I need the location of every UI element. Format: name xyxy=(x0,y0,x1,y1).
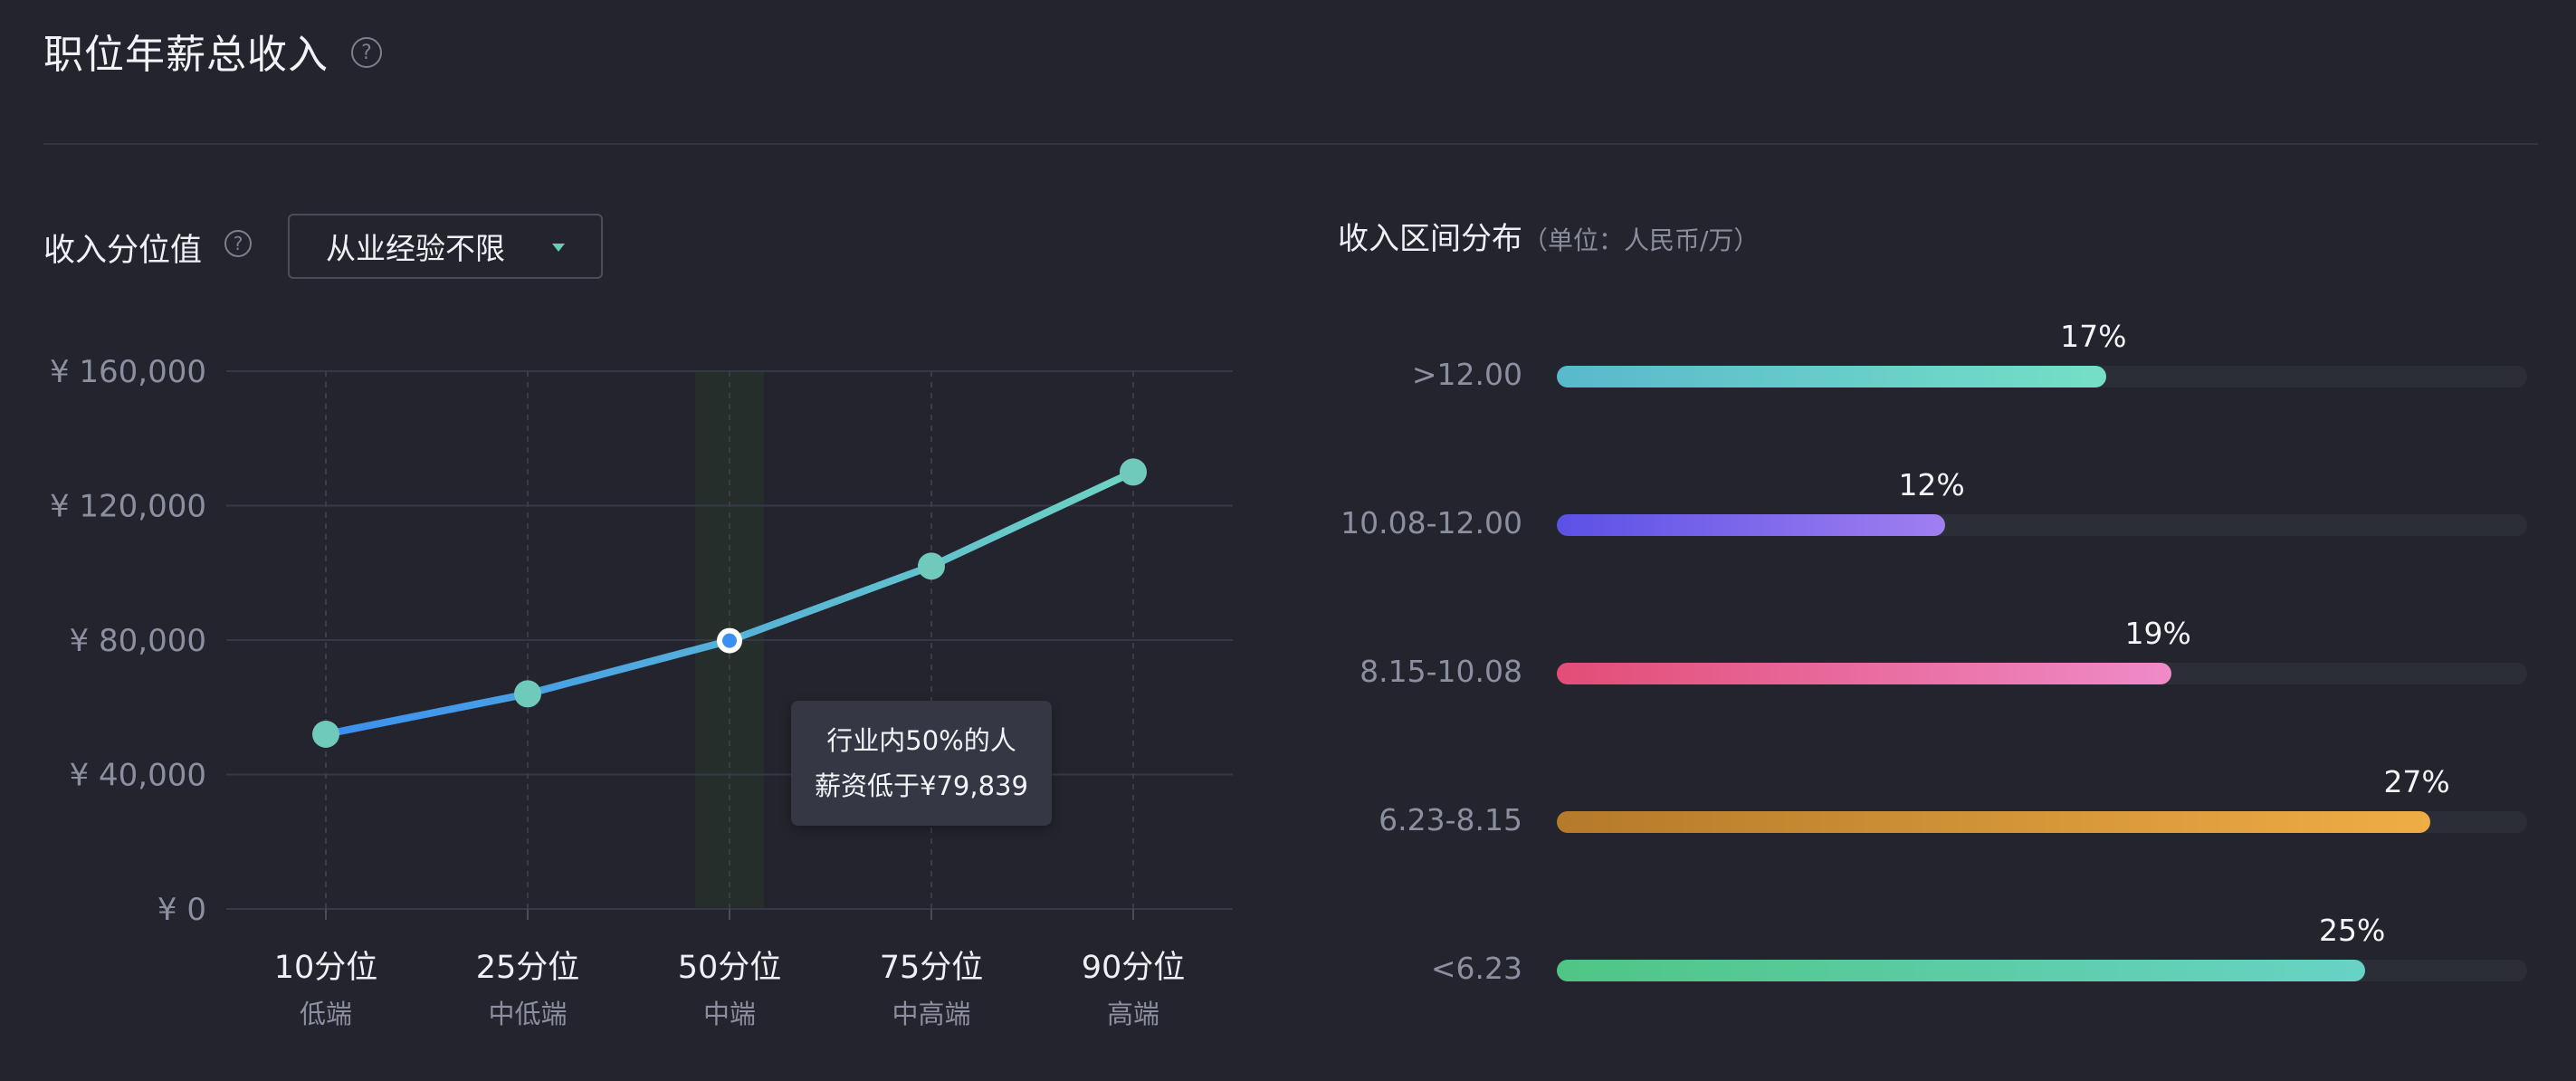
y-tick-label: ¥ 160,000 xyxy=(50,354,206,390)
distribution-bar xyxy=(1557,811,2430,833)
distribution-row: >12.00 17% xyxy=(1303,317,2571,392)
tooltip-line-2: 薪资低于¥79,839 xyxy=(815,770,1028,801)
distribution-percent-label: 19% xyxy=(2124,616,2191,651)
distribution-row: 6.23-8.15 27% xyxy=(1303,762,2571,837)
caret-down-icon xyxy=(552,244,565,252)
distribution-percent-label: 17% xyxy=(2060,319,2127,354)
distribution-title-text: 收入区间分布 xyxy=(1338,221,1522,257)
x-tick-sublabel: 高端 xyxy=(1107,999,1159,1029)
data-point-highlight-core xyxy=(722,633,737,648)
distribution-row: 8.15-10.08 19% xyxy=(1303,614,2571,689)
help-icon[interactable]: ? xyxy=(351,37,382,68)
distribution-track xyxy=(1557,514,2527,536)
distribution-track xyxy=(1557,366,2527,387)
distribution-track xyxy=(1557,811,2527,833)
distribution-label: <6.23 xyxy=(1430,951,1522,986)
distribution-bar xyxy=(1557,663,2171,684)
x-tick-label: 25分位 xyxy=(476,950,580,986)
distribution-bar xyxy=(1557,514,1945,536)
data-point xyxy=(1120,458,1147,486)
distribution-bar xyxy=(1557,960,2366,981)
x-tick-sublabel: 低端 xyxy=(300,999,352,1029)
percentile-line-chart: ¥ 0 ¥ 40,000 ¥ 80,000 ¥ 120,000 ¥ 160,000 10… xyxy=(50,354,1233,1029)
distribution-label: 6.23-8.15 xyxy=(1379,802,1522,837)
y-tick-label: ¥ 120,000 xyxy=(50,489,206,525)
distribution-percent-label: 27% xyxy=(2383,764,2450,799)
distribution-unit: （单位：人民币/万） xyxy=(1522,225,1760,255)
x-tick-sublabel: 中端 xyxy=(703,999,756,1029)
x-tick-label: 90分位 xyxy=(1082,950,1186,986)
distribution-bar xyxy=(1557,366,2107,387)
percentile-label: 收入分位值 xyxy=(43,233,203,269)
page-title: 职位年薪总收入 xyxy=(43,32,329,78)
tooltip-line-1: 行业内50%的人 xyxy=(826,725,1016,756)
distribution-row: <6.23 25% xyxy=(1303,911,2571,986)
distribution-label: 8.15-10.08 xyxy=(1360,654,1522,689)
y-tick-label: ¥ 80,000 xyxy=(70,623,206,659)
distribution-row: 10.08-12.00 12% xyxy=(1303,465,2571,540)
y-tick-label: ¥ 0 xyxy=(157,892,206,928)
distribution-percent-label: 12% xyxy=(1898,467,1965,502)
distribution-title: 收入区间分布（单位：人民币/万） xyxy=(1338,214,1759,258)
distribution-track xyxy=(1557,663,2527,684)
distribution-label: >12.00 xyxy=(1411,357,1522,392)
x-tick-label: 10分位 xyxy=(274,950,378,986)
x-tick-sublabel: 中高端 xyxy=(892,999,970,1029)
divider xyxy=(43,143,2538,145)
x-tick-sublabel: 中低端 xyxy=(488,999,567,1029)
data-point xyxy=(312,720,339,748)
data-point xyxy=(918,552,945,580)
x-tick-label: 50分位 xyxy=(678,950,782,986)
y-tick-label: ¥ 40,000 xyxy=(70,758,206,794)
x-tick-label: 75分位 xyxy=(880,950,984,986)
experience-dropdown[interactable]: 从业经验不限 xyxy=(288,214,603,279)
distribution-track xyxy=(1557,960,2527,981)
percentile-help-icon[interactable]: ? xyxy=(224,230,252,257)
distribution-label: 10.08-12.00 xyxy=(1340,505,1522,540)
percentile-tooltip: 行业内50%的人 薪资低于¥79,839 xyxy=(791,701,1052,826)
data-point xyxy=(514,680,541,708)
experience-dropdown-value: 从业经验不限 xyxy=(326,231,505,266)
distribution-percent-label: 25% xyxy=(2318,913,2386,948)
